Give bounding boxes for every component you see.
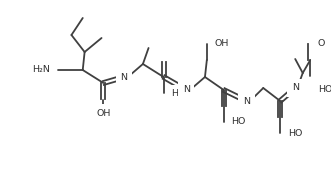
Text: N: N [243,96,250,106]
Text: HO: HO [288,128,302,138]
Text: HO: HO [231,117,246,127]
Text: N: N [183,86,190,95]
Text: OH: OH [96,108,111,117]
Text: H₂N: H₂N [32,65,50,75]
Text: HO: HO [171,89,185,99]
Text: OH: OH [214,40,229,48]
Text: O: O [318,40,325,48]
Text: N: N [292,83,299,93]
Text: HO: HO [318,86,331,95]
Text: N: N [120,72,128,82]
